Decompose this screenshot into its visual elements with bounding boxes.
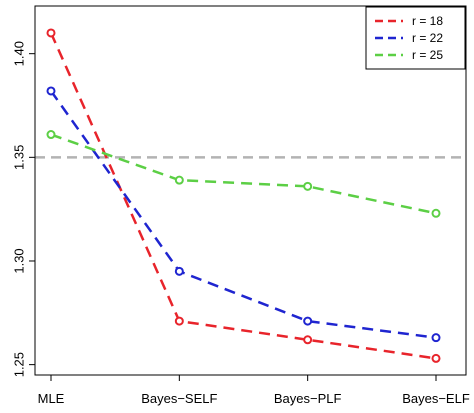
y-tick-label: 1.25 xyxy=(11,352,26,377)
data-point xyxy=(174,175,184,185)
series-layer xyxy=(46,28,441,363)
legend-label: r = 22 xyxy=(412,31,443,45)
x-tick-label: MLE xyxy=(38,391,65,406)
data-point xyxy=(431,353,441,363)
data-point xyxy=(174,266,184,276)
legend: r = 18 r = 22 r = 25 xyxy=(365,6,466,70)
y-tick-label: 1.40 xyxy=(11,41,26,66)
legend-label: r = 25 xyxy=(412,48,443,62)
series-line-1 xyxy=(49,32,437,360)
data-point xyxy=(431,333,441,343)
data-point xyxy=(431,208,441,218)
legend-label: r = 18 xyxy=(412,14,443,28)
x-tick-label: Bayes−SELF xyxy=(141,391,217,406)
series-line-2 xyxy=(49,90,437,339)
data-point xyxy=(303,181,313,191)
data-point xyxy=(46,130,56,140)
y-tick-label: 1.30 xyxy=(11,248,26,273)
data-point xyxy=(303,335,313,345)
x-tick-label: Bayes−ELF xyxy=(402,391,470,406)
x-axis: MLE Bayes−SELF Bayes−PLF Bayes−ELF xyxy=(38,374,470,406)
data-point xyxy=(303,316,313,326)
data-point xyxy=(174,316,184,326)
y-axis: 1.25 1.30 1.35 1.40 xyxy=(11,41,36,377)
series-line-3 xyxy=(50,133,437,215)
data-point xyxy=(46,28,56,38)
y-tick-label: 1.35 xyxy=(11,145,26,170)
x-tick-label: Bayes−PLF xyxy=(274,391,342,406)
data-point xyxy=(46,86,56,96)
